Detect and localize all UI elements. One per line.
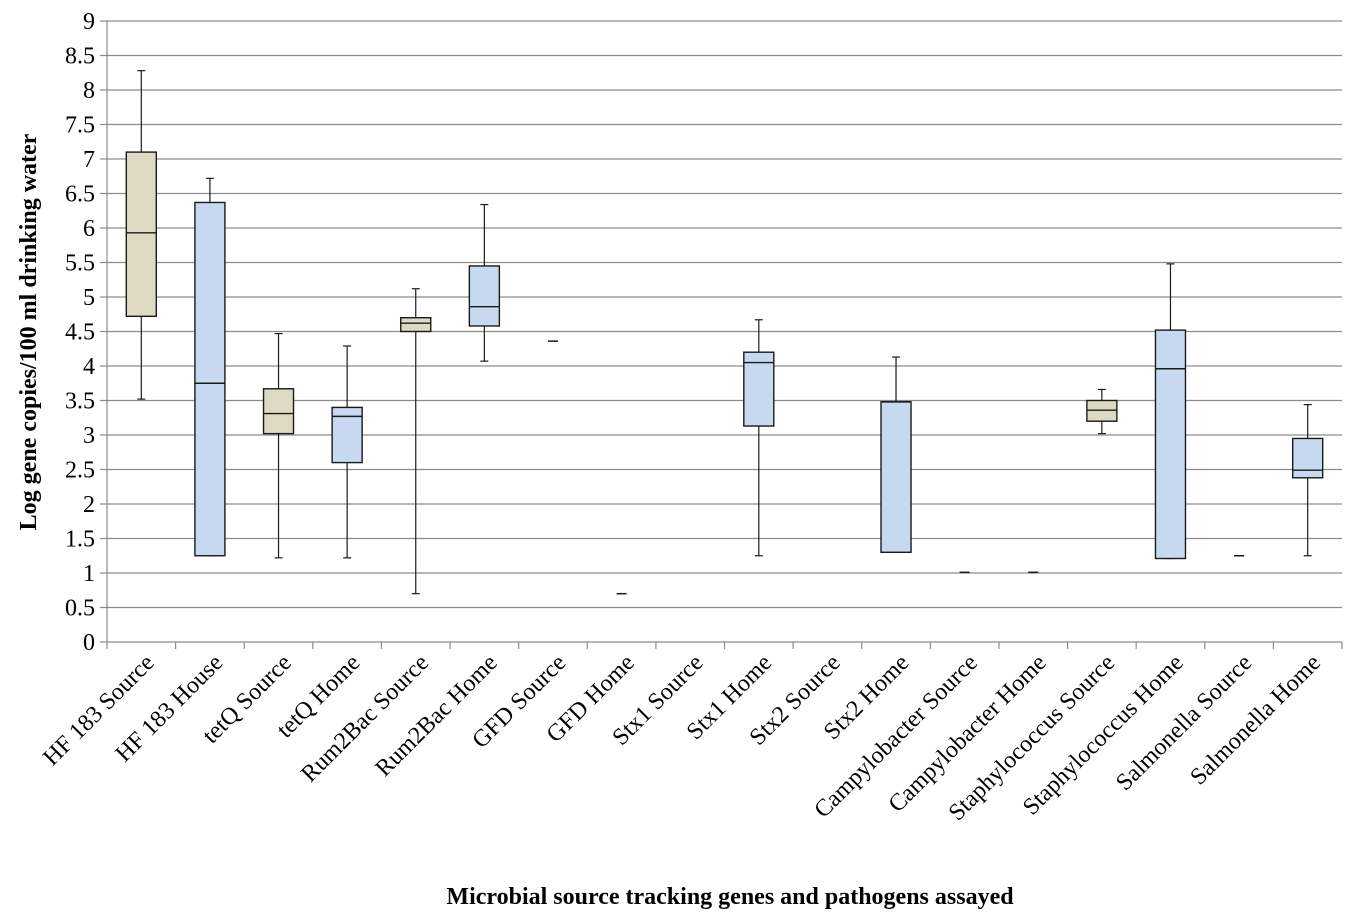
box-group [331, 345, 363, 559]
box-group [125, 70, 158, 400]
y-tick-label: 7 [83, 147, 95, 173]
y-tick-label: 3.5 [65, 389, 95, 415]
box [400, 317, 432, 333]
box [262, 388, 295, 435]
box-group [262, 332, 295, 559]
box-group [880, 356, 912, 554]
y-tick-label: 3 [83, 423, 95, 449]
box [743, 351, 775, 427]
axis-layer [100, 20, 1343, 649]
box-group [1291, 404, 1324, 557]
y-tick-label: 4.5 [65, 320, 95, 346]
box [468, 265, 501, 327]
x-category-label: Salmonella Home [1185, 650, 1325, 790]
x-category-label: Rum2Bac Home [371, 650, 503, 782]
y-tick-label: 7.5 [65, 113, 95, 139]
x-category-label: Rum2Bac Source [296, 650, 434, 788]
y-tick-label: 0.5 [65, 596, 95, 622]
y-tick-label: 1 [83, 561, 95, 587]
box [194, 201, 226, 557]
box [1154, 329, 1187, 560]
box [1291, 437, 1324, 479]
y-tick-label: 8.5 [65, 44, 95, 70]
x-axis-title: Microbial source tracking genes and path… [446, 884, 1014, 910]
box [125, 151, 158, 318]
box-group [743, 319, 775, 557]
box-group [1086, 388, 1118, 435]
box-layer [125, 70, 1324, 595]
y-tick-label: 0 [83, 630, 95, 656]
y-tick-label: 8 [83, 78, 95, 104]
y-tick-label: 6.5 [65, 182, 95, 208]
y-tick-label: 1.5 [65, 527, 95, 553]
y-tick-label: 4 [83, 354, 95, 380]
y-tick-label: 2 [83, 492, 95, 518]
box-group [194, 177, 226, 557]
y-axis-title: Log gene copies/100 ml drinking water [16, 133, 42, 530]
box-group [468, 203, 501, 362]
box-group [400, 288, 432, 595]
box-group [1154, 263, 1187, 560]
y-tick-label: 9 [83, 9, 95, 35]
label-layer: 00.511.522.533.544.555.566.577.588.59HF … [38, 9, 1326, 826]
grid-layer [107, 20, 1342, 609]
box [880, 401, 912, 554]
y-tick-label: 5.5 [65, 251, 95, 277]
y-tick-label: 5 [83, 285, 95, 311]
y-tick-label: 6 [83, 216, 95, 242]
y-tick-label: 2.5 [65, 458, 95, 484]
